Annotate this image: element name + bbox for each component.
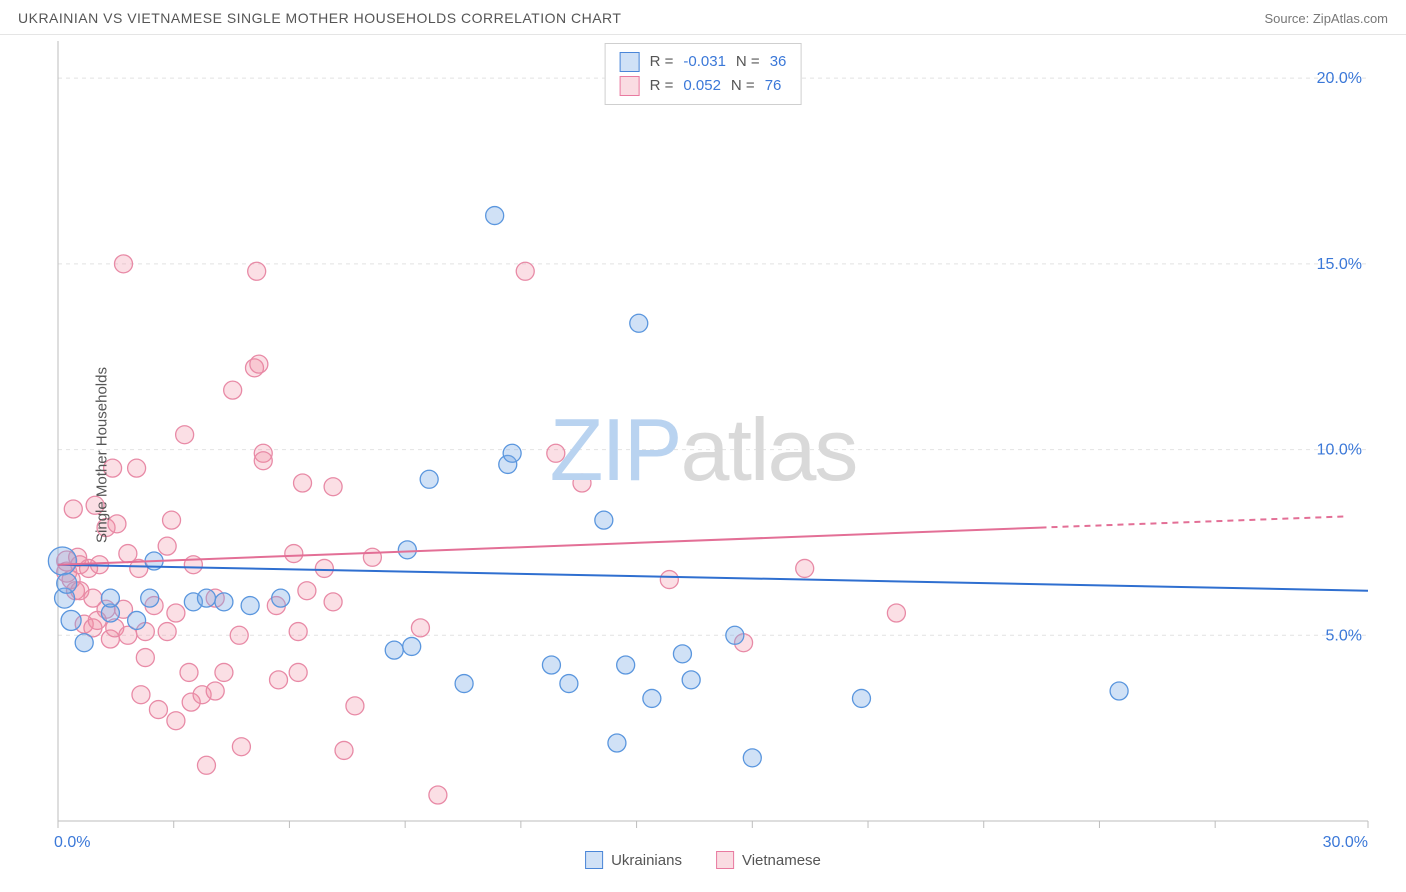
r-value: 0.052	[683, 74, 721, 98]
n-value: 76	[765, 74, 782, 98]
y-axis-label: Single Mother Households	[93, 367, 110, 543]
corr-legend-row: R = 0.052 N = 76	[620, 74, 787, 98]
n-value: 36	[770, 50, 787, 74]
chart-source: Source: ZipAtlas.com	[1264, 11, 1388, 26]
chart-area: 5.0%10.0%15.0%20.0%0.0%30.0% ZIPatlas Si…	[0, 35, 1406, 875]
scatter-chart-svg: 5.0% 10.0% 15.0% 20.0% 0.0% 30.0%	[0, 35, 1406, 875]
swatch-pink	[716, 851, 734, 869]
svg-text:0.0%: 0.0%	[54, 834, 90, 851]
legend-item: Vietnamese	[716, 851, 821, 869]
legend-label: Ukrainians	[611, 852, 682, 869]
r-value: -0.031	[683, 50, 726, 74]
svg-text:20.0%: 20.0%	[1317, 70, 1362, 87]
swatch-pink	[620, 76, 640, 96]
r-label: R =	[650, 50, 674, 74]
svg-text:15.0%: 15.0%	[1317, 256, 1362, 273]
correlation-legend: R = -0.031 N = 36 R = 0.052 N = 76	[605, 43, 802, 105]
swatch-blue	[620, 52, 640, 72]
svg-text:30.0%: 30.0%	[1323, 834, 1368, 851]
legend-item: Ukrainians	[585, 851, 682, 869]
n-label: N =	[736, 50, 760, 74]
corr-legend-row: R = -0.031 N = 36	[620, 50, 787, 74]
series-legend: Ukrainians Vietnamese	[585, 851, 821, 869]
chart-title: UKRAINIAN VS VIETNAMESE SINGLE MOTHER HO…	[18, 10, 621, 26]
chart-header: UKRAINIAN VS VIETNAMESE SINGLE MOTHER HO…	[0, 0, 1406, 35]
n-label: N =	[731, 74, 755, 98]
svg-text:10.0%: 10.0%	[1317, 442, 1362, 459]
r-label: R =	[650, 74, 674, 98]
swatch-blue	[585, 851, 603, 869]
legend-label: Vietnamese	[742, 852, 821, 869]
svg-text:5.0%: 5.0%	[1326, 627, 1362, 644]
